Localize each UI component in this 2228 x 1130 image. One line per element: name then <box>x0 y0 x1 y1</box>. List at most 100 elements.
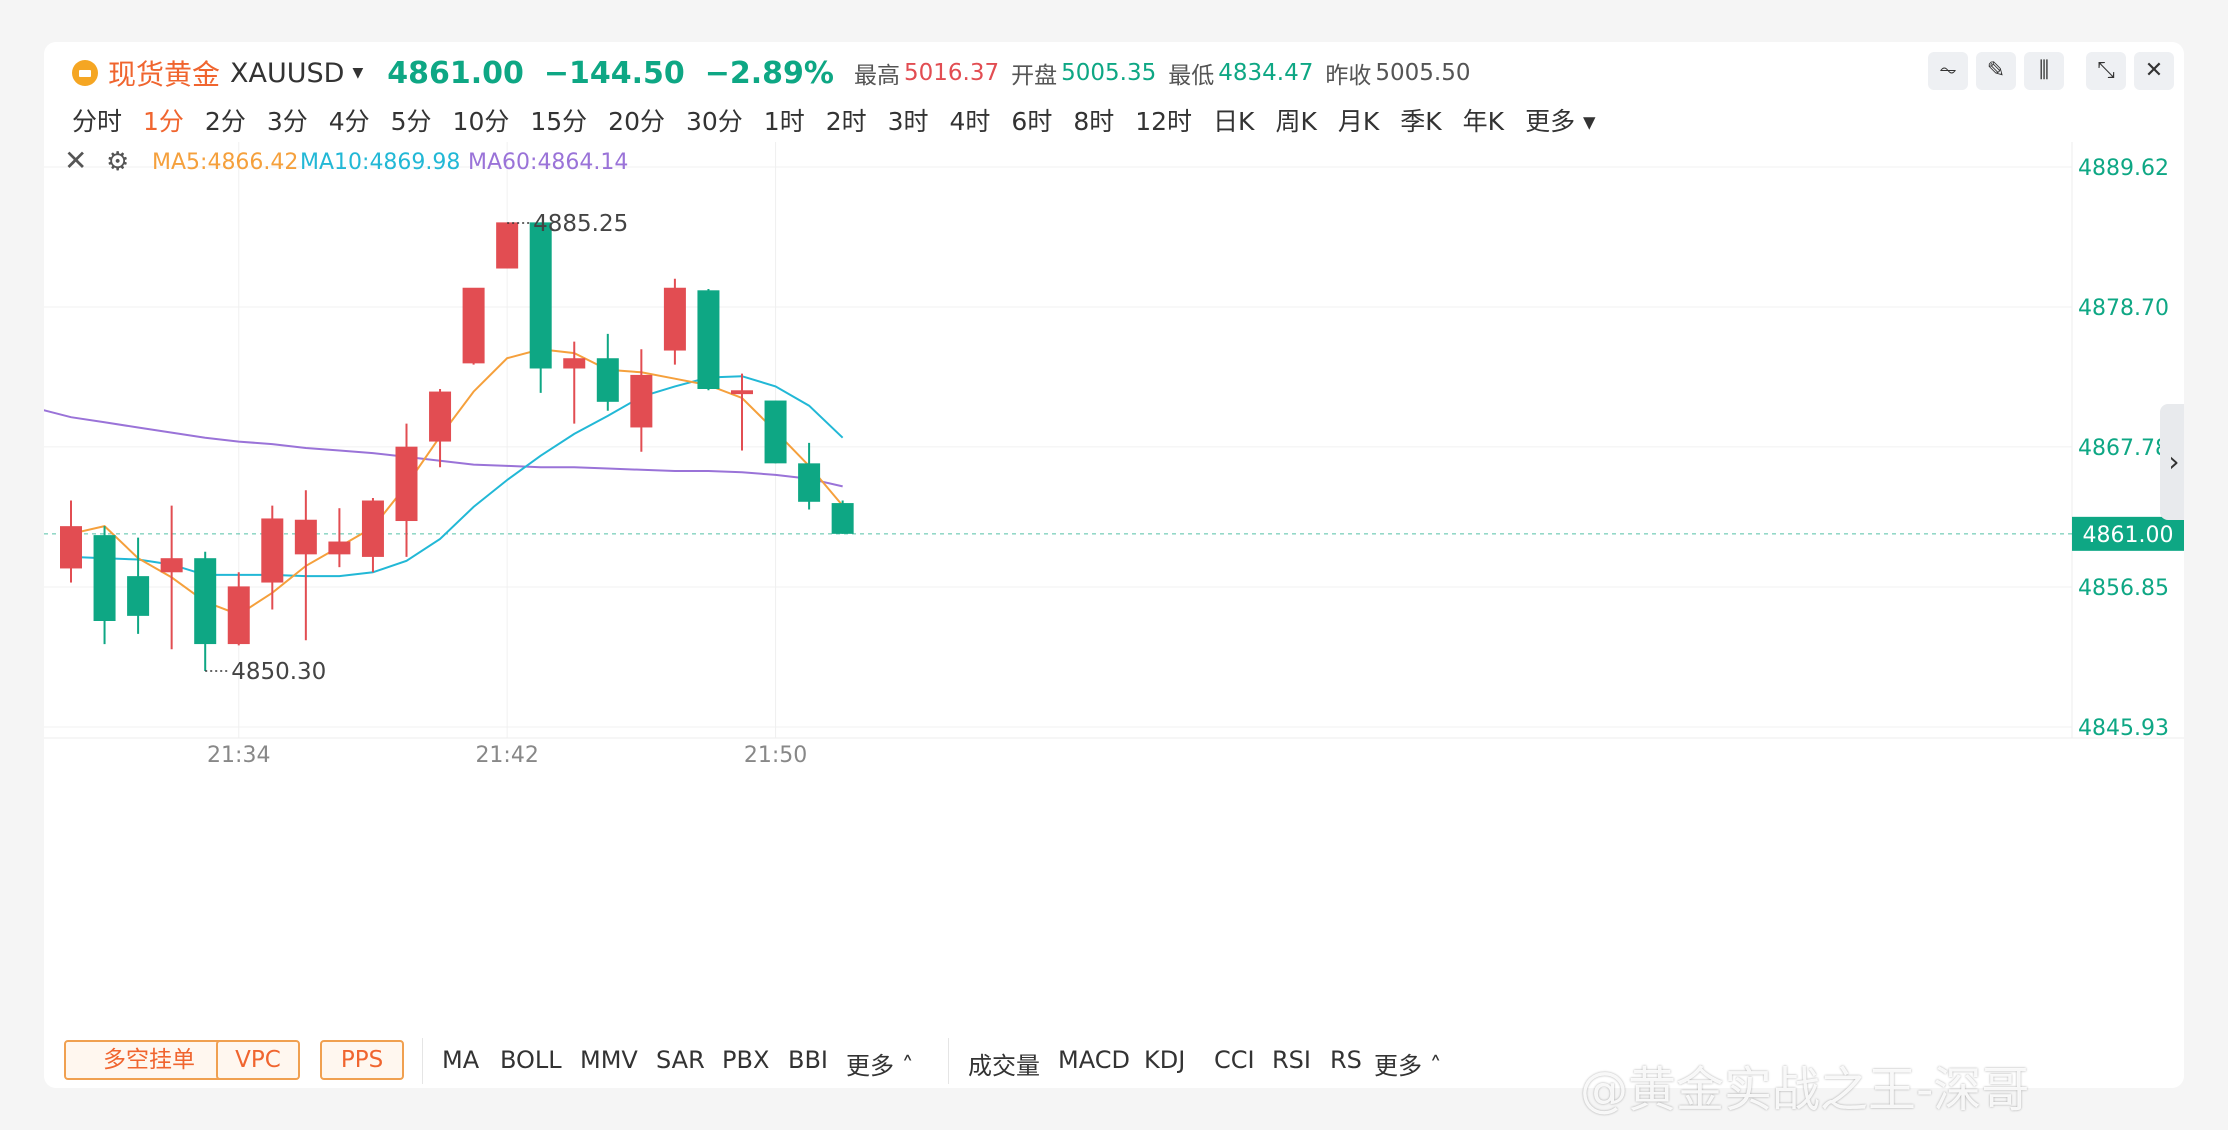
last-price: 4861.00 <box>387 55 524 91</box>
ma-legend-ma10: MA10:4869.98 <box>300 150 460 175</box>
candle-body <box>429 391 452 442</box>
period-tab[interactable]: 2时 <box>825 107 867 136</box>
x-tick-label: 21:50 <box>744 743 807 768</box>
period-tab[interactable]: 10分 <box>452 107 510 136</box>
period-tab[interactable]: 日K <box>1213 107 1255 136</box>
period-tab[interactable]: 4分 <box>328 107 370 136</box>
period-tab[interactable]: 6时 <box>1011 107 1053 136</box>
high-label: 最高 <box>853 63 900 89</box>
candle-body <box>462 287 485 364</box>
y-tick-label: 4889.62 <box>2078 156 2169 181</box>
candle-body <box>395 446 418 522</box>
period-tabs: 分时 1分 2分 3分 4分 5分 10分 15分 20分 30分 1时 2时 3时 4时 6时 8时 12时日… <box>72 98 1617 142</box>
chevron-up-icon: ˄ <box>1429 1052 1442 1080</box>
candle-body <box>361 500 384 557</box>
line-chart-icon[interactable]: ⏦ <box>1928 52 1968 90</box>
indicator-rsi[interactable]: RSI <box>1272 1046 1311 1074</box>
period-tab[interactable]: 3时 <box>887 107 929 136</box>
period-tab[interactable]: 30分 <box>685 107 743 136</box>
more-label: 更多 <box>846 1052 894 1080</box>
ma5-line <box>70 348 844 616</box>
candle-body <box>261 518 284 583</box>
chart-card: 现货黄金 XAUUSD ▼ 4861.00 −144.50 −2.89% 最高 … <box>44 42 2184 1088</box>
pill-pps[interactable]: PPS <box>320 1040 404 1080</box>
period-tab[interactable]: 12时 <box>1135 107 1193 136</box>
period-tab[interactable]: 4时 <box>949 107 991 136</box>
instrument-name[interactable]: 现货黄金 <box>108 58 221 91</box>
candle-body <box>60 526 82 569</box>
candle-body <box>328 541 351 555</box>
last-price-tag-label: 4861.00 <box>2083 523 2174 548</box>
candle-body <box>697 290 720 390</box>
indicator-boll[interactable]: BOLL <box>500 1046 562 1074</box>
period-tab[interactable]: 1时 <box>763 107 805 136</box>
ma10-line <box>70 375 844 578</box>
period-tab[interactable]: 8时 <box>1073 107 1115 136</box>
indicator-bbi[interactable]: BBI <box>788 1046 829 1074</box>
last-price-tag <box>2072 516 2184 551</box>
x-tick-label: 21:42 <box>475 743 538 768</box>
close-icon[interactable]: ✕ <box>2134 52 2174 90</box>
candlestick-chart[interactable]: 4889.62 4878.70 4867.78 4856.85 4845.93 21:34… <box>44 142 2184 1088</box>
candlestick-icon[interactable]: ⫼ <box>2024 52 2064 90</box>
indicator-rs[interactable]: RS <box>1330 1046 1362 1074</box>
indicator-pbx[interactable]: PBX <box>722 1046 770 1074</box>
ma-legend-ma5: MA5:4866.42 <box>152 150 298 175</box>
period-tab[interactable]: 5分 <box>390 107 432 136</box>
candle-body <box>731 390 753 395</box>
collapse-icon[interactable]: ⤡ <box>2086 52 2126 90</box>
indicator-macd[interactable]: MACD <box>1058 1046 1130 1074</box>
candle-body <box>127 576 150 616</box>
period-tab[interactable]: 3分 <box>266 107 308 136</box>
open-label: 开盘 <box>1011 63 1058 89</box>
draw-pen-icon[interactable]: ✎ <box>1976 52 2016 90</box>
indicator-volume[interactable]: 成交量 <box>968 1052 1040 1080</box>
prev-close-value: 5005.50 <box>1375 60 1471 86</box>
period-tab[interactable]: 2分 <box>204 107 246 136</box>
settings-icon[interactable]: ⚙ <box>106 147 129 177</box>
instrument-symbol[interactable]: XAUUSD <box>230 57 345 89</box>
y-tick-label: 4845.93 <box>2078 716 2169 741</box>
candle-body <box>831 503 854 534</box>
low-value: 4834.47 <box>1218 60 1314 86</box>
period-tab[interactable]: 20分 <box>608 107 665 136</box>
candle-body <box>596 358 619 402</box>
pill-long-short-orders[interactable]: 多空挂单 <box>64 1040 234 1080</box>
indicator-sar[interactable]: SAR <box>656 1046 705 1074</box>
gold-coin-icon <box>72 60 98 86</box>
candle-body <box>529 222 552 369</box>
chevron-down-icon[interactable]: ▼ <box>352 65 364 81</box>
indicator-cci[interactable]: CCI <box>1214 1046 1255 1074</box>
period-tab[interactable]: 月K <box>1337 107 1380 136</box>
prev-close-label: 昨收 <box>1325 63 1372 89</box>
period-tab[interactable]: 季K <box>1400 107 1442 136</box>
low-label: 最低 <box>1168 63 1215 89</box>
chevron-right-icon[interactable]: › <box>2160 404 2184 520</box>
more-sub-indicators[interactable]: 更多 ˄ <box>1374 1046 1442 1081</box>
more-main-indicators[interactable]: 更多 ˄ <box>846 1046 914 1081</box>
period-tab[interactable]: 更多 ▾ <box>1525 107 1596 136</box>
watermark-text: @黄金实战之王-深哥 <box>1580 1062 2030 1118</box>
indicator-bar: 多空挂单 VPC PPS MA BOLL MMV SAR PBX BBI 更多 … <box>44 1032 2184 1088</box>
indicator-kdj[interactable]: KDJ <box>1144 1046 1186 1074</box>
close-icon[interactable]: ✕ <box>64 144 87 177</box>
min-marker-label: 4850.30 <box>231 659 326 685</box>
indicator-mmv[interactable]: MMV <box>580 1046 638 1074</box>
open-value: 5005.35 <box>1061 60 1157 86</box>
period-tab[interactable]: 1分 <box>143 107 184 136</box>
candle-body <box>764 400 787 464</box>
period-tab[interactable]: 周K <box>1275 107 1317 136</box>
candle-body <box>294 519 317 555</box>
period-tab[interactable]: 15分 <box>530 107 588 136</box>
divider <box>422 1038 423 1084</box>
y-tick-label: 4867.78 <box>2078 436 2169 461</box>
indicator-ma[interactable]: MA <box>442 1046 480 1074</box>
period-tab[interactable]: 年K <box>1462 107 1505 136</box>
period-tab[interactable]: 分时 <box>72 107 123 136</box>
price-change-pct: −2.89% <box>704 55 834 91</box>
x-tick-label: 21:34 <box>207 743 270 768</box>
max-marker-label: 4885.25 <box>533 211 628 237</box>
candle-body <box>496 222 519 269</box>
quote-header: 现货黄金 XAUUSD ▼ 4861.00 −144.50 −2.89% 最高 … <box>72 48 1482 98</box>
pill-vpc[interactable]: VPC <box>216 1040 300 1080</box>
